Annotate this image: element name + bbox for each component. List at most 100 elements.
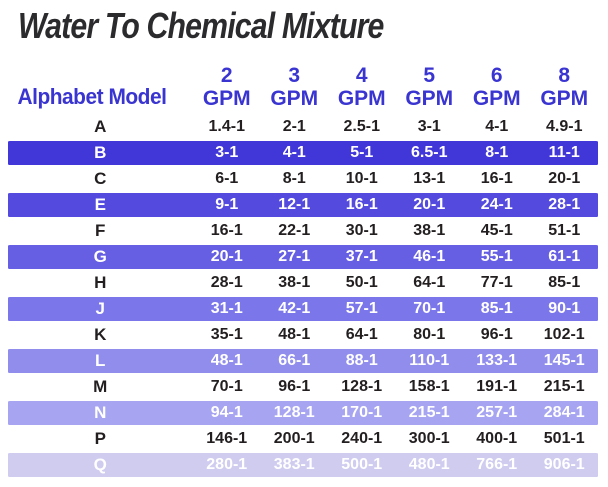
ratio-cell: 766-1 [476,456,518,473]
ratio-cell: 64-1 [345,326,378,343]
ratio-cell: 48-1 [210,352,243,369]
ratio-cell: 215-1 [543,378,585,395]
ratio-cell: 12-1 [278,196,311,213]
ratio-cell: 77-1 [480,274,513,291]
gpm-unit-label: GPM [270,87,319,110]
ratio-cell: 110-1 [409,352,450,369]
table-header-row: Alphabet Model 2 GPM 3 GPM 4 GPM 5 GPM 6… [8,58,598,110]
table-row: A 1.4-1 2-1 2.5-1 3-1 4-1 4.9-1 [8,114,598,140]
ratio-cell: 22-1 [278,222,311,239]
gpm-flow-value: 6 [490,64,503,87]
ratio-cell: 85-1 [480,300,513,317]
ratio-cell: 4-1 [282,144,306,161]
ratio-cell: 170-1 [341,404,383,421]
gpm-unit-label: GPM [405,87,454,110]
ratio-cell: 145-1 [543,352,585,369]
ratio-cell: 240-1 [341,430,383,447]
gpm-unit-label: GPM [202,87,251,110]
ratio-cell: 128-1 [341,378,383,395]
table-row: K 35-1 48-1 64-1 80-1 96-1 102-1 [8,322,598,348]
ratio-cell: 27-1 [278,248,311,265]
ratio-cell: 90-1 [548,300,581,317]
table-row: Q 280-1 383-1 500-1 480-1 766-1 906-1 [8,452,598,478]
table-row: F 16-1 22-1 30-1 38-1 45-1 51-1 [8,218,598,244]
ratio-cell: 64-1 [413,274,446,291]
ratio-cell: 5-1 [350,144,374,161]
ratio-cell: 70-1 [413,300,446,317]
model-cell: M [93,377,108,396]
page-title: Water To Chemical Mixture [18,5,384,46]
model-cell: A [94,117,107,136]
column-header-gpm: 2 GPM [193,64,261,110]
ratio-cell: 46-1 [413,248,446,265]
ratio-cell: 50-1 [345,274,378,291]
ratio-cell: 8-1 [485,144,509,161]
ratio-cell: 96-1 [278,378,311,395]
ratio-cell: 6-1 [215,170,239,187]
ratio-cell: 28-1 [210,274,243,291]
ratio-cell: 158-1 [408,378,450,395]
ratio-cell: 70-1 [210,378,243,395]
ratio-cell: 215-1 [408,404,450,421]
model-cell: E [94,195,107,214]
ratio-cell: 42-1 [278,300,311,317]
table-row: H 28-1 38-1 50-1 64-1 77-1 85-1 [8,270,598,296]
ratio-cell: 61-1 [548,248,581,265]
table-row: P 146-1 200-1 240-1 300-1 400-1 501-1 [8,426,598,452]
ratio-cell: 8-1 [282,170,306,187]
ratio-cell: 24-1 [480,196,513,213]
model-cell: C [94,169,107,188]
table-row: C 6-1 8-1 10-1 13-1 16-1 20-1 [8,166,598,192]
ratio-cell: 191-1 [476,378,518,395]
ratio-cell: 96-1 [480,326,513,343]
ratio-cell: 85-1 [548,274,581,291]
table-row: N 94-1 128-1 170-1 215-1 257-1 284-1 [8,400,598,426]
ratio-cell: 13-1 [413,170,446,187]
ratio-cell: 88-1 [345,352,378,369]
ratio-cell: 16-1 [210,222,243,239]
model-cell: P [94,429,107,448]
gpm-flow-value: 4 [355,64,368,87]
ratio-cell: 37-1 [345,248,378,265]
ratio-cell: 4-1 [485,118,509,135]
ratio-cell: 28-1 [548,196,581,213]
table-row: J 31-1 42-1 57-1 70-1 85-1 90-1 [8,296,598,322]
ratio-cell: 80-1 [413,326,446,343]
ratio-cell: 284-1 [543,404,585,421]
ratio-cell: 906-1 [543,456,585,473]
ratio-cell: 9-1 [215,196,239,213]
gpm-flow-value: 8 [558,64,571,87]
model-cell: J [95,299,106,318]
table-row: M 70-1 96-1 128-1 158-1 191-1 215-1 [8,374,598,400]
ratio-cell: 480-1 [408,456,450,473]
ratio-cell: 257-1 [476,404,518,421]
column-header-gpm: 5 GPM [396,64,464,110]
model-cell: N [94,403,107,422]
model-cell: K [94,325,107,344]
ratio-cell: 30-1 [345,222,378,239]
ratio-cell: 128-1 [273,404,315,421]
ratio-cell: 300-1 [408,430,450,447]
ratio-cell: 16-1 [345,196,378,213]
model-cell: Q [93,455,108,474]
column-header-gpm: 4 GPM [328,64,396,110]
ratio-cell: 200-1 [273,430,315,447]
ratio-cell: 66-1 [278,352,311,369]
ratio-cell: 1.4-1 [208,118,245,135]
column-header-model: Alphabet Model [17,84,167,109]
table-row: E 9-1 12-1 16-1 20-1 24-1 28-1 [8,192,598,218]
ratio-cell: 51-1 [548,222,581,239]
ratio-cell: 102-1 [543,326,585,343]
model-cell: G [93,247,108,266]
ratio-cell: 500-1 [341,456,383,473]
gpm-unit-label: GPM [472,87,521,110]
ratio-cell: 400-1 [476,430,518,447]
model-cell: B [94,143,107,162]
ratio-cell: 2.5-1 [343,118,380,135]
column-header-gpm: 6 GPM [463,64,531,110]
ratio-cell: 57-1 [345,300,378,317]
table-row: G 20-1 27-1 37-1 46-1 55-1 61-1 [8,244,598,270]
ratio-cell: 4.9-1 [546,118,583,135]
table-row: B 3-1 4-1 5-1 6.5-1 8-1 11-1 [8,140,598,166]
ratio-cell: 20-1 [548,170,581,187]
